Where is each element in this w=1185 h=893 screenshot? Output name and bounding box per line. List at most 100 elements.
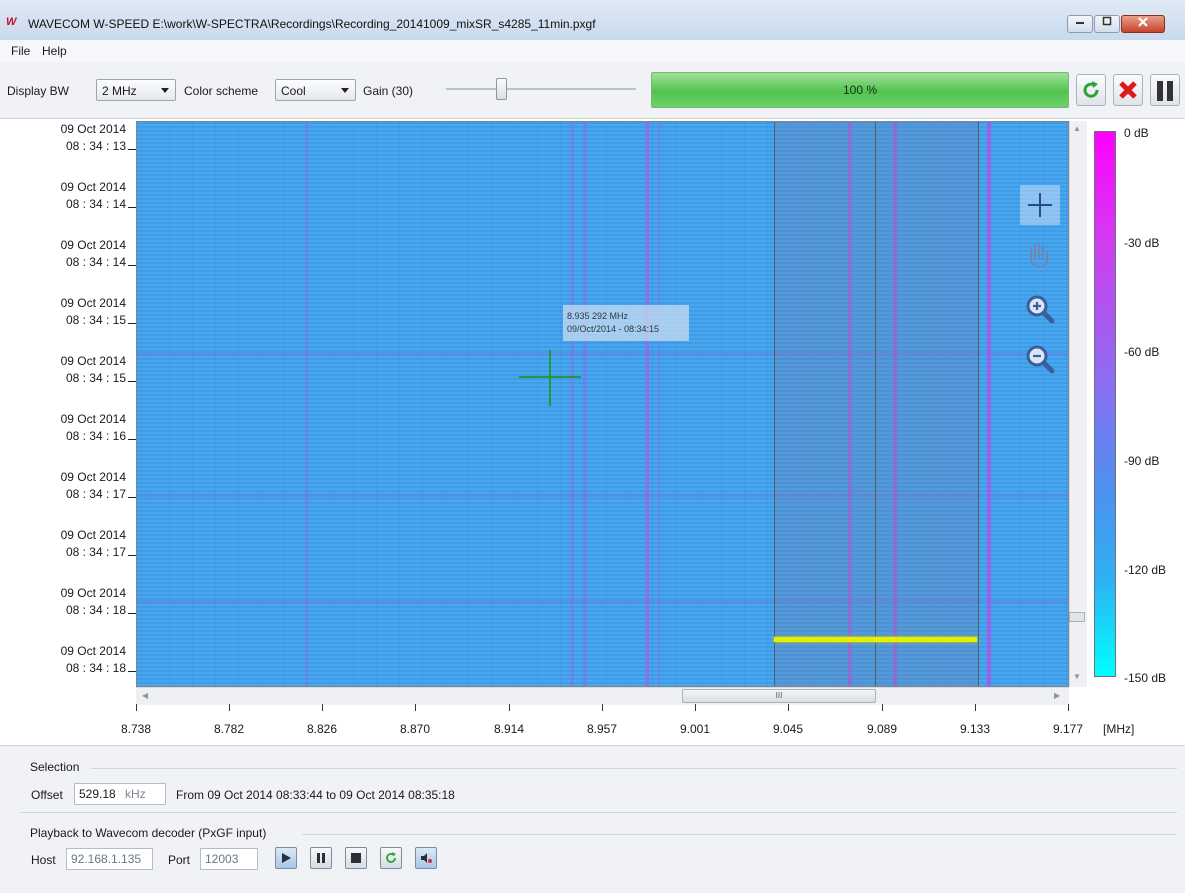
display-bw-select[interactable]: 2 MHz xyxy=(96,79,176,101)
display-bw-label: Display BW xyxy=(7,84,70,98)
gain-slider-track[interactable] xyxy=(446,88,636,90)
freq-tick xyxy=(602,704,603,711)
pan-tool-button[interactable] xyxy=(1020,237,1060,277)
play-icon xyxy=(282,853,291,863)
freq-tick xyxy=(975,704,976,711)
time-label: 09 Oct 2014 08 : 34 : 17 xyxy=(60,528,126,559)
colorbar-label: 0 dB xyxy=(1124,126,1149,140)
minimize-button[interactable] xyxy=(1067,15,1093,33)
noise-band xyxy=(137,352,1068,355)
horizontal-scroll-thumb[interactable]: III xyxy=(682,689,876,703)
time-tick xyxy=(128,671,136,672)
freq-label: 8.782 xyxy=(213,722,245,736)
crosshair-tool-button[interactable] xyxy=(1020,185,1060,225)
freq-label: 8.870 xyxy=(399,722,431,736)
colorbar-label: -120 dB xyxy=(1124,563,1167,577)
time-tick xyxy=(128,323,136,324)
progress-text: 100 % xyxy=(842,83,878,97)
offset-value: 529.18 xyxy=(79,787,116,801)
gain-label: Gain (30) xyxy=(363,84,414,98)
scroll-grip-icon: III xyxy=(775,691,783,700)
offset-label: Offset xyxy=(31,788,63,802)
pause-playback-button[interactable] xyxy=(310,847,332,869)
bottom-panel xyxy=(0,745,1185,893)
menu-help[interactable]: Help xyxy=(42,44,67,58)
zoom-out-icon xyxy=(1026,345,1055,374)
refresh-icon xyxy=(386,852,396,863)
offset-field[interactable]: 529.18 kHz xyxy=(74,783,166,805)
pan-hand-icon xyxy=(1030,243,1049,268)
colorbar-label: -30 dB xyxy=(1124,236,1160,250)
refresh-icon xyxy=(1083,81,1099,98)
close-red-icon xyxy=(1119,81,1137,99)
scroll-down-icon[interactable]: ▼ xyxy=(1073,672,1081,681)
port-field[interactable]: 12003 xyxy=(200,848,258,870)
freq-label: 8.826 xyxy=(306,722,338,736)
play-button[interactable] xyxy=(275,847,297,869)
colorbar xyxy=(1094,131,1116,677)
signal-trace xyxy=(848,122,852,686)
freq-label: 8.957 xyxy=(586,722,618,736)
time-label: 09 Oct 2014 08 : 34 : 13 xyxy=(60,122,126,153)
vertical-scroll-thumb[interactable] xyxy=(1069,612,1085,622)
freq-label: 9.001 xyxy=(679,722,711,736)
freq-tick xyxy=(509,704,510,711)
selection-center-line[interactable] xyxy=(875,122,876,686)
freq-label: 9.045 xyxy=(772,722,804,736)
host-field[interactable]: 92.168.1.135 xyxy=(66,848,153,870)
close-window-button[interactable] xyxy=(1121,15,1165,33)
signal-trace xyxy=(571,122,574,686)
signal-trace xyxy=(987,122,991,686)
scroll-right-icon[interactable]: ▶ xyxy=(1054,691,1061,700)
color-scheme-label: Color scheme xyxy=(184,84,259,98)
freq-tick xyxy=(136,704,137,711)
gain-slider-thumb[interactable] xyxy=(496,78,507,100)
pause-icon xyxy=(1157,81,1173,101)
display-bw-value: 2 MHz xyxy=(102,84,137,98)
minimize-icon xyxy=(1076,22,1084,24)
progress-bar xyxy=(651,72,1069,108)
close-icon xyxy=(1138,17,1148,27)
freq-label: 8.738 xyxy=(120,722,152,736)
zoom-out-button[interactable] xyxy=(1020,340,1060,380)
horizontal-scrollbar[interactable] xyxy=(136,687,1069,705)
menu-file[interactable]: File xyxy=(11,44,31,58)
freq-tick xyxy=(695,704,696,711)
time-label: 09 Oct 2014 08 : 34 : 16 xyxy=(60,412,126,443)
scroll-up-icon[interactable]: ▲ xyxy=(1073,124,1081,133)
freq-tick xyxy=(415,704,416,711)
selection-region[interactable] xyxy=(774,122,979,686)
refresh-button[interactable] xyxy=(1076,74,1106,106)
offset-unit: kHz xyxy=(125,787,146,801)
time-label: 09 Oct 2014 08 : 34 : 15 xyxy=(60,296,126,327)
group-divider xyxy=(20,812,1177,813)
signal-trace xyxy=(645,122,649,686)
freq-tick xyxy=(882,704,883,711)
selection-range-text: From 09 Oct 2014 08:33:44 to 09 Oct 2014… xyxy=(176,788,455,802)
crosshair-icon xyxy=(1028,193,1052,217)
color-scheme-select[interactable]: Cool xyxy=(275,79,356,101)
waterfall-display[interactable] xyxy=(136,121,1069,687)
wavecom-logo-icon: W xyxy=(6,16,17,28)
selection-time-bar[interactable] xyxy=(774,637,977,642)
zoom-in-button[interactable] xyxy=(1020,290,1060,330)
signal-trace xyxy=(584,122,587,686)
maximize-button[interactable] xyxy=(1094,15,1120,33)
cursor-tooltip: 8.935 292 MHz 09/Oct/2014 - 08:34:15 xyxy=(563,305,689,341)
pause-button[interactable] xyxy=(1150,74,1180,106)
time-label: 09 Oct 2014 08 : 34 : 18 xyxy=(60,644,126,675)
signal-trace xyxy=(305,122,308,686)
time-tick xyxy=(128,613,136,614)
crosshair-cursor-v xyxy=(549,350,551,406)
mute-button[interactable] xyxy=(415,847,437,869)
stop-playback-button[interactable] xyxy=(345,847,367,869)
stop-button[interactable] xyxy=(1113,74,1143,106)
scroll-left-icon[interactable]: ◀ xyxy=(142,691,149,700)
colorbar-label: -150 dB xyxy=(1124,671,1167,685)
noise-band xyxy=(137,600,1068,603)
time-tick xyxy=(128,555,136,556)
group-divider xyxy=(91,768,1177,769)
freq-label: 8.914 xyxy=(493,722,525,736)
loop-button[interactable] xyxy=(380,847,402,869)
vertical-scrollbar[interactable] xyxy=(1069,121,1087,687)
